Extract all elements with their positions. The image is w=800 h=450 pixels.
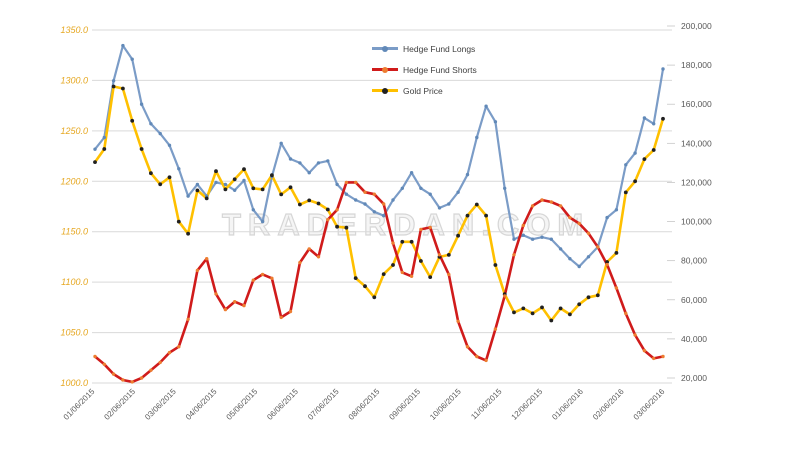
gridlines — [92, 29, 672, 384]
x-axis-tick-label: 12/06/2015 — [510, 387, 545, 422]
legend-item-gold-price: Gold Price — [372, 80, 477, 101]
left-axis-tick-label: 1000.0 — [60, 378, 88, 388]
x-axis-tick-label: 11/06/2015 — [469, 387, 504, 422]
right-axis-tick-label: 20,000 — [681, 373, 707, 383]
chart-legend: Hedge Fund Longs Hedge Fund Shorts Gold … — [372, 38, 477, 101]
left-axis-tick-label: 1300.0 — [60, 75, 88, 85]
right-axis-tick-label: 160,000 — [681, 99, 712, 109]
x-axis-tick-label: 09/06/2015 — [387, 387, 422, 422]
left-axis-tick-label: 1150.0 — [61, 227, 88, 237]
legend-label: Gold Price — [403, 85, 443, 96]
x-axis-tick-label: 04/06/2015 — [184, 387, 219, 422]
right-axis-tick-label: 140,000 — [681, 138, 712, 148]
x-axis-tick-label: 06/06/2015 — [265, 387, 300, 422]
x-axis-tick-label: 01/06/2015 — [62, 387, 97, 422]
legend-item-hedge-fund-shorts: Hedge Fund Shorts — [372, 59, 477, 80]
line-marker-icon — [372, 45, 398, 52]
x-axis-tick-label: 02/06/2015 — [102, 387, 137, 422]
x-axis-tick-label: 03/06/2015 — [143, 387, 178, 422]
series-markers-hedge-fund-longs — [93, 43, 665, 269]
series-markers-hedge-fund-shorts — [93, 180, 665, 384]
right-axis-tick-label: 180,000 — [681, 60, 712, 70]
line-marker-icon — [372, 87, 398, 94]
right-axis-tick-label: 40,000 — [681, 334, 707, 344]
right-axis-tick-labels: 200,000 180,000 160,000 140,000 120,000 100,0… — [667, 21, 712, 383]
x-axis-tick-label: 01/06/2016 — [550, 387, 585, 422]
left-axis-tick-label: 1200.0 — [60, 176, 88, 186]
right-axis-tick-label: 100,000 — [681, 217, 712, 227]
right-axis-tick-label: 80,000 — [681, 256, 707, 266]
legend-label: Hedge Fund Longs — [403, 43, 476, 54]
left-axis-tick-label: 1100.0 — [61, 277, 88, 287]
series-line-hedge-fund-shorts — [93, 181, 665, 384]
legend-label: Hedge Fund Shorts — [403, 64, 477, 75]
left-axis-tick-label: 1250.0 — [60, 126, 88, 136]
right-axis-tick-label: 60,000 — [681, 295, 707, 305]
x-axis-tick-label: 05/06/2015 — [225, 387, 260, 422]
line-marker-icon — [372, 66, 398, 73]
x-axis-tick-labels: 01/06/2015 02/06/2015 03/06/2015 04/06/2015… — [62, 387, 667, 422]
x-axis-tick-label: 08/06/2015 — [347, 387, 382, 422]
right-axis-tick-label: 120,000 — [681, 177, 712, 187]
x-axis-tick-label: 03/06/2016 — [632, 387, 667, 422]
right-axis-tick-label: 200,000 — [681, 21, 712, 31]
series-line-hedge-fund-longs — [93, 44, 665, 268]
legend-item-hedge-fund-longs: Hedge Fund Longs — [372, 38, 477, 59]
left-axis-tick-label: 1350.0 — [60, 25, 88, 35]
series-line-gold-price — [93, 85, 665, 322]
x-axis-tick-label: 02/06/2016 — [591, 387, 626, 422]
x-axis-tick-label: 07/06/2015 — [306, 387, 341, 422]
x-axis-tick-label: 10/06/2015 — [428, 387, 463, 422]
left-axis-tick-label: 1050.0 — [60, 328, 88, 338]
left-axis-tick-labels: 1350.0 1300.0 1250.0 1200.0 1150.0 1100.0 1050… — [60, 25, 88, 388]
